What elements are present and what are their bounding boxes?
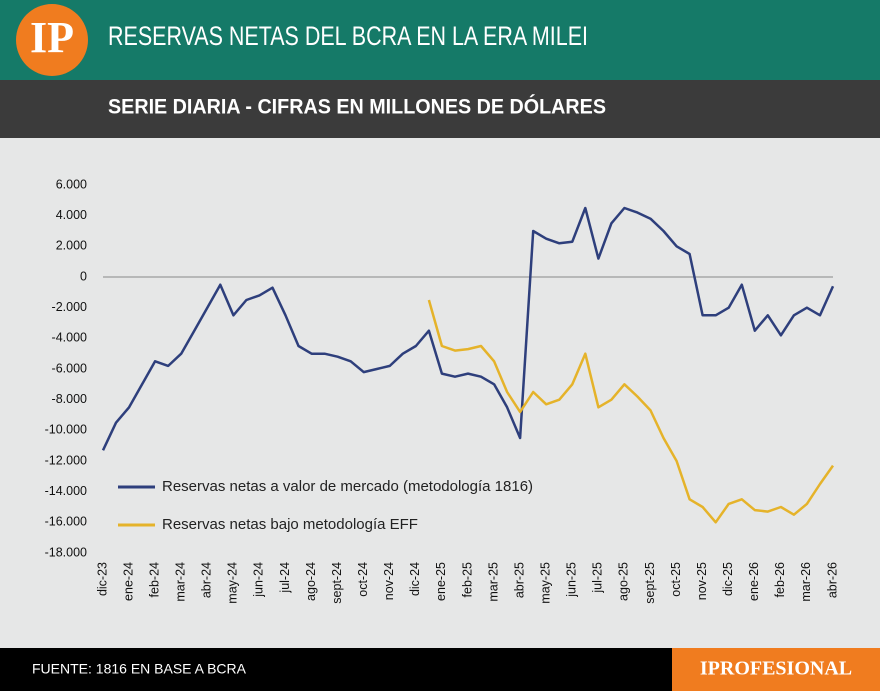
x-tick-label: ene-25 xyxy=(434,562,448,601)
y-tick-label: -18.000 xyxy=(45,545,87,559)
y-tick-label: 0 xyxy=(80,269,87,283)
y-tick-label: 2.000 xyxy=(56,239,87,253)
logo: IP xyxy=(30,13,74,62)
series-line xyxy=(101,206,835,451)
plot: -18.000 -16.000 -14.000 -12.000 -10.000 -8.00… xyxy=(45,177,840,603)
legend-label: Reservas netas bajo metodología EFF xyxy=(162,516,418,533)
y-tick-label: -2.000 xyxy=(52,300,87,314)
x-tick-label: mar-24 xyxy=(174,562,188,602)
x-tick-label: mar-25 xyxy=(486,562,500,602)
x-tick-label: ago-25 xyxy=(617,562,631,601)
x-tick-label: nov-24 xyxy=(382,562,396,600)
y-tick-label: -8.000 xyxy=(52,392,87,406)
y-tick-label: -12.000 xyxy=(45,453,87,467)
x-tick-label: feb-24 xyxy=(147,562,161,597)
subheader-bar xyxy=(0,80,880,138)
x-tick-label: ene-24 xyxy=(121,562,135,601)
x-tick-label: ene-26 xyxy=(747,562,761,601)
x-tick-label: abr-24 xyxy=(200,562,214,598)
x-tick-label: oct-24 xyxy=(356,562,370,597)
source: FUENTE: 1816 EN BASE A BCRA xyxy=(32,661,247,677)
y-tick-label: -14.000 xyxy=(45,484,87,498)
y-tick-label: -4.000 xyxy=(52,331,87,345)
x-tick-label: ago-24 xyxy=(304,562,318,601)
x-tick-label: feb-26 xyxy=(773,562,787,597)
x-tick-label: jul-24 xyxy=(278,562,292,594)
y-tick-label: 6.000 xyxy=(56,177,87,191)
x-tick-label: abr-26 xyxy=(825,562,839,598)
header-bar xyxy=(0,0,880,80)
x-tick-label: jun-24 xyxy=(252,562,266,598)
y-tick-label: 4.000 xyxy=(56,208,87,222)
subtitle: SERIE DIARIA - CIFRAS EN MILLONES DE DÓL… xyxy=(108,95,606,119)
x-tick-label: may-25 xyxy=(539,562,553,604)
x-tick-label: dic-25 xyxy=(721,562,735,596)
x-tick-label: may-24 xyxy=(226,562,240,604)
x-tick-label: abr-25 xyxy=(512,562,526,598)
y-tick-label: -10.000 xyxy=(45,423,87,437)
plot-background xyxy=(0,138,880,648)
x-tick-label: feb-25 xyxy=(460,562,474,597)
logo-circle xyxy=(16,4,88,76)
x-tick-label: dic-23 xyxy=(95,562,109,596)
x-tick-label: dic-24 xyxy=(408,562,422,596)
x-tick-label: oct-25 xyxy=(669,562,683,597)
x-tick-label: nov-25 xyxy=(695,562,709,600)
series-line xyxy=(427,299,835,524)
brand-box xyxy=(672,648,880,691)
y-tick-label: -6.000 xyxy=(52,361,87,375)
x-tick-label: jul-25 xyxy=(591,562,605,594)
x-tick-label: mar-26 xyxy=(799,562,813,602)
x-tick-label: sept-24 xyxy=(330,562,344,604)
legend-label: Reservas netas a valor de mercado (metod… xyxy=(162,478,533,495)
title: RESERVAS NETAS DEL BCRA EN LA ERA MILEI xyxy=(108,21,588,51)
x-tick-label: jun-25 xyxy=(565,562,579,598)
y-tick-label: -16.000 xyxy=(45,515,87,529)
x-tick-label: sept-25 xyxy=(643,562,657,604)
brand: IPROFESIONAL xyxy=(700,658,852,680)
